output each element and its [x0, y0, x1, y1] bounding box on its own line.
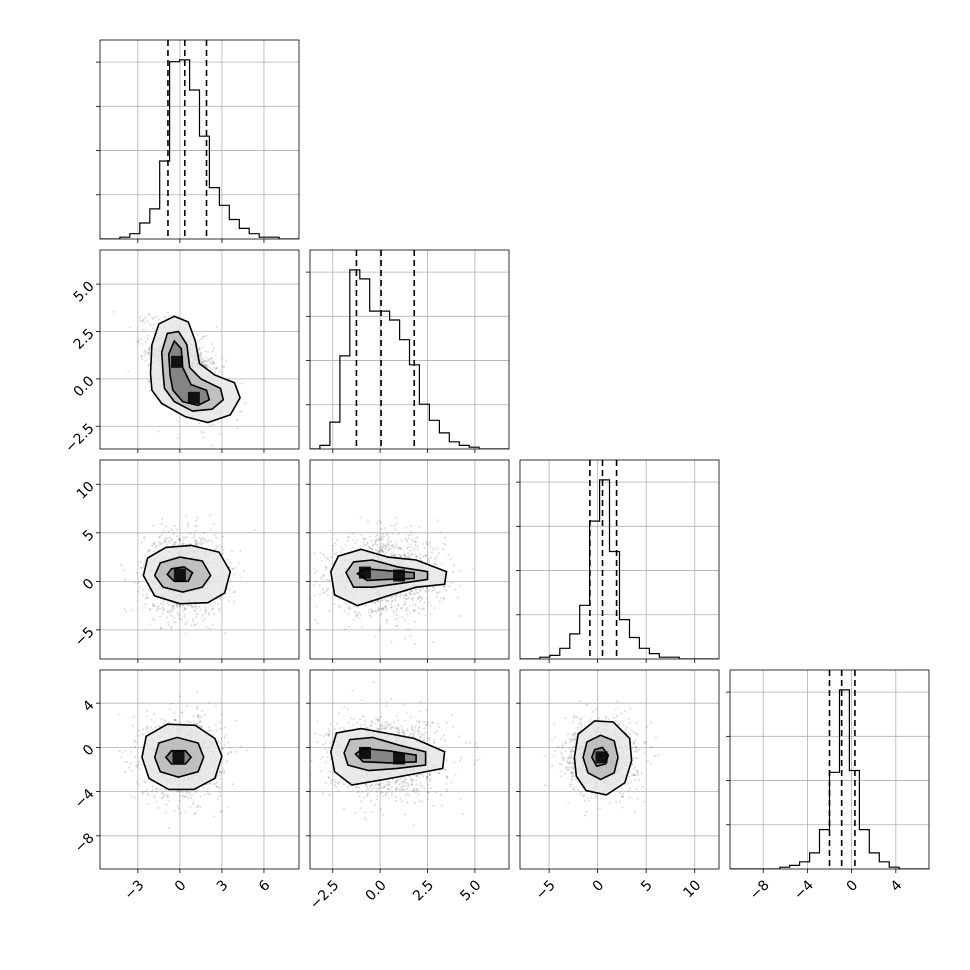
x-tick-label: 0.0	[363, 877, 390, 904]
histogram-bars	[730, 689, 929, 869]
y-tick-label: 5	[80, 527, 98, 545]
y-tick-label: 4	[80, 697, 98, 715]
contour-line	[573, 720, 633, 796]
scatter-panel-3-0: −3 0 3 6 −8 −4 0 4	[72, 669, 300, 903]
y-tick-label: −4	[72, 786, 98, 812]
histogram-bars	[100, 59, 299, 239]
x-tick-label: 4	[888, 877, 906, 895]
y-tick-label: 0	[80, 742, 98, 760]
y-tick-label: 0	[80, 576, 98, 594]
y-tick-label: −5	[72, 624, 98, 650]
panel-frame	[99, 669, 300, 870]
x-tick-label: 2.5	[410, 877, 437, 904]
scatter-panel-2-0: −5 0 5 10	[72, 459, 300, 663]
contour-line	[354, 747, 417, 764]
panel-frame	[309, 459, 510, 660]
density-core	[595, 751, 608, 764]
y-tick-label: −2.5	[62, 421, 97, 456]
histogram-panel-0	[96, 39, 300, 243]
contour-line	[345, 559, 429, 588]
x-tick-label: 10	[680, 877, 704, 901]
contour-line	[141, 723, 223, 791]
contour-line	[343, 736, 427, 772]
x-tick-label: 6	[256, 877, 274, 895]
contour-line	[167, 339, 211, 407]
histogram-panel-1	[306, 249, 510, 453]
contour-line	[582, 734, 619, 781]
x-tick-label: 5.0	[457, 877, 484, 904]
y-tick-label: 10	[74, 479, 98, 503]
contour-line	[329, 548, 448, 607]
x-tick-label: −4	[791, 877, 817, 903]
contour-line	[153, 556, 212, 593]
histogram-panel-2	[516, 459, 720, 663]
x-tick-label: −8	[747, 877, 773, 903]
x-tick-label: 0	[172, 877, 190, 895]
contour-line	[355, 567, 415, 582]
scatter-panel-3-2: −5 0 5 10	[516, 669, 720, 903]
contour-line	[160, 330, 225, 412]
x-tick-label: 0	[844, 877, 862, 895]
density-core	[171, 355, 184, 368]
panel-frame	[519, 669, 720, 870]
x-tick-label: 3	[214, 877, 232, 895]
panel-frame	[309, 669, 510, 870]
contour-line	[590, 746, 610, 768]
panel-frame	[99, 249, 300, 450]
density-core	[172, 751, 185, 764]
panel-frame	[99, 459, 300, 660]
density-core	[187, 391, 200, 404]
density-core	[393, 752, 406, 765]
panel-frame	[99, 39, 300, 240]
panel-frame	[519, 459, 720, 660]
x-tick-label: −5	[533, 877, 559, 903]
y-tick-label: 2.5	[71, 326, 98, 353]
scatter-panel-1-0: −2.5 0.0 2.5 5.0	[62, 249, 300, 456]
contour-line	[164, 749, 193, 765]
contour-line	[153, 736, 205, 779]
histogram-panel-3: −8 −4 0 4	[726, 669, 930, 903]
histogram-bars	[520, 479, 719, 659]
contour-line	[166, 565, 194, 583]
contour-line	[142, 544, 232, 605]
scatter-panel-3-1: −2.5 0.0 2.5 5.0	[306, 669, 510, 913]
scatter-panel-2-1	[306, 459, 510, 663]
y-tick-label: 0.0	[71, 373, 98, 400]
density-core	[173, 568, 186, 581]
y-tick-label: 5.0	[71, 278, 98, 305]
panel-frame	[309, 249, 510, 450]
x-tick-label: −3	[122, 877, 148, 903]
histogram-bars	[310, 269, 509, 449]
contour-line	[329, 727, 446, 786]
x-tick-label: 5	[638, 877, 656, 895]
y-tick-label: −8	[72, 830, 98, 856]
x-tick-label: 0	[590, 877, 608, 895]
x-tick-label: −2.5	[307, 877, 342, 912]
contour-line	[149, 315, 241, 424]
panel-frame	[729, 669, 930, 870]
